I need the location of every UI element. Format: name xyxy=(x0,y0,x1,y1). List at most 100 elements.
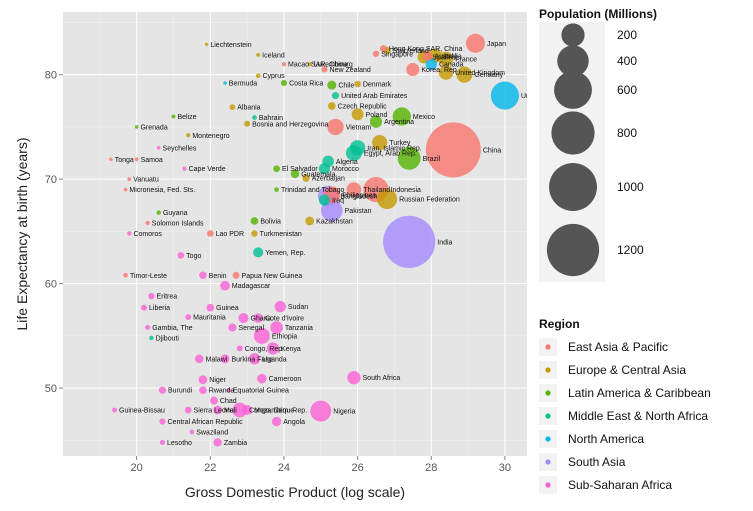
x-tick-label: 30 xyxy=(499,462,511,474)
data-point xyxy=(280,79,288,87)
data-point xyxy=(253,313,263,323)
point-label: Djibouti xyxy=(156,335,180,342)
region-legend-key xyxy=(545,413,551,419)
region-legend-label: Europe & Central Asia xyxy=(568,363,686,377)
point-label: Switzerland xyxy=(393,48,429,55)
point-label: Mexico xyxy=(413,114,435,121)
point-label: United Kingdom xyxy=(455,70,505,77)
data-point xyxy=(307,62,312,67)
plot-panel xyxy=(63,12,527,456)
region-legend-label: North America xyxy=(568,432,644,446)
region-legend-label: Sub-Saharan Africa xyxy=(568,478,672,492)
point-label: Angola xyxy=(283,419,305,426)
point-label: Bermuda xyxy=(229,81,258,88)
data-point xyxy=(256,52,261,57)
data-point xyxy=(347,371,361,385)
region-legend-key xyxy=(545,344,551,350)
point-label: Guinea xyxy=(216,305,239,312)
data-point xyxy=(145,324,151,331)
panel-background xyxy=(63,12,527,456)
point-label: Gambia, The xyxy=(152,325,192,332)
point-label: Chad xyxy=(220,398,237,405)
point-label: Nigeria xyxy=(333,409,355,416)
point-label: Benin xyxy=(209,273,227,280)
data-point xyxy=(266,342,279,355)
data-point xyxy=(206,303,215,312)
point-label: El Salvador xyxy=(282,166,318,173)
point-label: South Africa xyxy=(363,375,401,382)
data-point xyxy=(406,62,420,77)
point-label: Madagascar xyxy=(232,283,271,290)
point-label: Thailand xyxy=(363,187,390,194)
point-label: Yemen, Rep. xyxy=(265,250,305,257)
size-legend-label: 1000 xyxy=(617,180,644,194)
point-label: Rwanda xyxy=(209,388,235,395)
point-label: Bangladesh xyxy=(340,193,377,200)
point-label: Swaziland xyxy=(196,429,228,436)
point-label: Eritrea xyxy=(157,294,178,301)
data-point xyxy=(281,62,287,67)
data-point xyxy=(226,387,231,393)
data-point xyxy=(465,33,486,53)
data-point xyxy=(177,252,185,259)
point-label: Cape Verde xyxy=(189,166,226,173)
size-legend-key xyxy=(557,45,589,77)
data-point xyxy=(232,271,240,279)
size-legend-title: Population (Millions) xyxy=(539,7,657,21)
data-point xyxy=(145,220,150,226)
data-point xyxy=(156,145,161,150)
point-label: France xyxy=(455,57,477,64)
data-point xyxy=(438,65,454,80)
point-label: Vanuatu xyxy=(133,177,159,184)
data-point xyxy=(223,81,227,85)
point-label: Seychelles xyxy=(163,145,197,152)
data-point xyxy=(127,231,132,236)
point-label: Uganda xyxy=(262,356,287,363)
point-label: Zambia xyxy=(224,440,247,447)
point-label: Vietnam xyxy=(346,124,372,131)
point-label: Guinea-Bissau xyxy=(119,408,165,415)
data-point xyxy=(302,174,310,182)
data-point xyxy=(159,418,166,425)
point-label: Timor-Leste xyxy=(130,273,167,280)
data-point xyxy=(422,50,433,61)
point-label: Japan xyxy=(487,41,506,48)
data-point xyxy=(156,210,161,215)
points-layer xyxy=(109,33,519,447)
point-label: Papua New Guinea xyxy=(242,273,303,280)
point-label: Italy xyxy=(444,53,457,60)
point-label: Micronesia, Fed. Sts. xyxy=(129,187,195,194)
point-label: Comoros xyxy=(133,231,162,238)
data-point xyxy=(123,272,128,278)
point-label: Macao SAR, China xyxy=(288,62,348,69)
point-label: Congo, Dem. Rep. xyxy=(249,408,307,415)
data-point xyxy=(134,157,139,162)
data-point xyxy=(189,429,195,435)
point-label: Bolivia xyxy=(260,218,281,225)
data-point xyxy=(182,166,187,171)
data-point xyxy=(127,177,132,182)
data-point xyxy=(318,194,330,206)
x-tick-label: 28 xyxy=(425,462,437,474)
point-label: Samoa xyxy=(141,157,163,164)
data-point xyxy=(141,304,148,311)
point-label: Iraq xyxy=(332,198,344,205)
size-legend-key xyxy=(549,163,597,211)
point-label: Philippines xyxy=(342,192,376,199)
data-point xyxy=(438,51,454,67)
y-tick-label: 50 xyxy=(45,383,57,395)
data-point xyxy=(456,66,473,83)
data-point xyxy=(171,114,176,119)
data-point xyxy=(229,104,236,110)
x-tick-label: 26 xyxy=(351,462,363,474)
data-point xyxy=(123,187,128,192)
point-label: Canada xyxy=(439,62,464,69)
point-label: Burkina Faso xyxy=(231,356,272,363)
data-point xyxy=(204,42,209,47)
point-label: Iceland xyxy=(262,52,285,59)
data-point xyxy=(425,58,437,70)
x-tick-label: 24 xyxy=(278,462,290,474)
y-tick-label: 70 xyxy=(45,174,57,186)
data-point xyxy=(490,81,519,110)
point-label: Australia xyxy=(434,53,461,60)
